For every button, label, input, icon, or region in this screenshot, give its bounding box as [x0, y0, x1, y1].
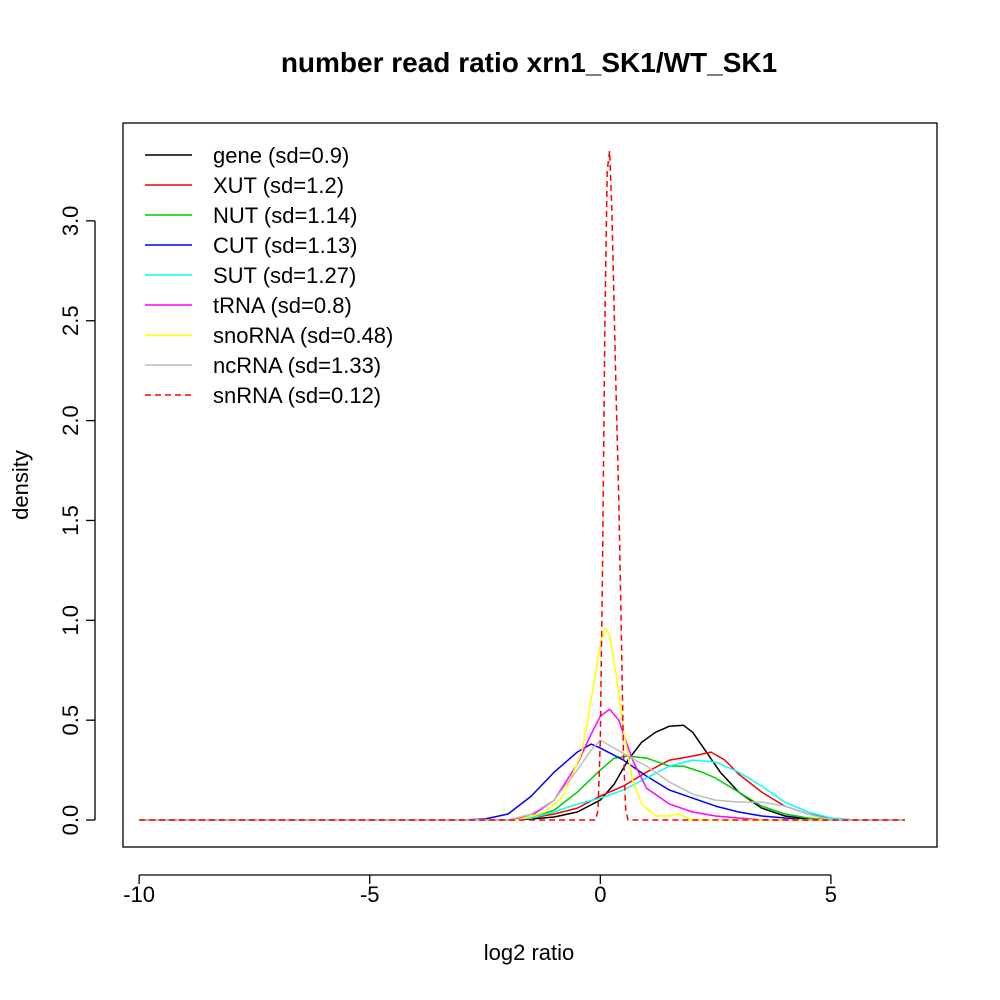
legend-entry-label: SUT (sd=1.27) — [213, 263, 356, 288]
legend-entry-label: gene (sd=0.9) — [213, 143, 349, 168]
x-axis: -10 -5 0 5 — [123, 874, 837, 907]
series-line-4 — [139, 759, 905, 821]
x-tick-label: -10 — [123, 882, 155, 907]
legend-entry-label: XUT (sd=1.2) — [213, 173, 344, 198]
series-line-8 — [139, 150, 905, 821]
series-line-0 — [139, 724, 905, 821]
series-line-1 — [139, 751, 905, 821]
y-tick-label: 1.0 — [58, 605, 83, 636]
x-axis-label: log2 ratio — [484, 940, 575, 965]
chart-title: number read ratio xrn1_SK1/WT_SK1 — [281, 47, 777, 78]
legend-entry-label: NUT (sd=1.14) — [213, 203, 357, 228]
y-tick-label: 1.5 — [58, 505, 83, 536]
y-axis-label: density — [8, 450, 33, 520]
legend-entry-label: CUT (sd=1.13) — [213, 233, 357, 258]
y-tick-label: 0.0 — [58, 805, 83, 836]
x-tick-label: 0 — [594, 882, 606, 907]
y-tick-label: 2.5 — [58, 305, 83, 336]
series-line-7 — [139, 739, 905, 821]
y-axis: 0.0 0.5 1.0 1.5 2.0 2.5 3.0 — [58, 206, 96, 836]
series-line-6 — [139, 627, 905, 821]
y-tick-label: 0.5 — [58, 705, 83, 736]
legend-entry-label: snRNA (sd=0.12) — [213, 383, 381, 408]
x-tick-label: -5 — [360, 882, 380, 907]
y-tick-label: 3.0 — [58, 206, 83, 237]
series-layer — [139, 150, 905, 821]
legend: gene (sd=0.9) XUT (sd=1.2) NUT (sd=1.14) CU… — [145, 143, 393, 408]
legend-entry-label: tRNA (sd=0.8) — [213, 293, 352, 318]
legend-entry-label: ncRNA (sd=1.33) — [213, 353, 381, 378]
series-line-2 — [139, 755, 905, 821]
legend-entry-label: snoRNA (sd=0.48) — [213, 323, 393, 348]
y-tick-label: 2.0 — [58, 405, 83, 436]
plot-frame — [122, 122, 938, 848]
x-tick-label: 5 — [825, 882, 837, 907]
